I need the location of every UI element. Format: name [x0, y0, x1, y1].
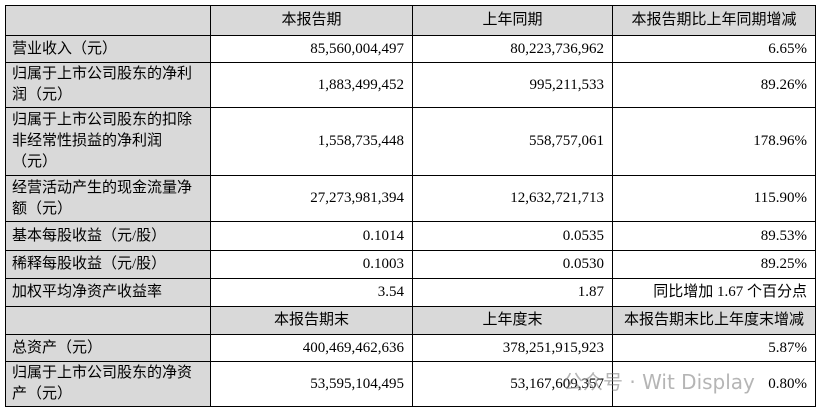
row-label: 营业收入（元）: [5, 35, 211, 63]
value-cell: 80,223,736,962: [412, 35, 613, 63]
value-cell: 12,632,721,713: [412, 175, 613, 222]
row-label: 基本每股收益（元/股）: [5, 221, 211, 251]
value-cell: 115.90%: [612, 175, 816, 222]
row-label: 加权平均净资产收益率: [5, 278, 211, 307]
value-cell: 378,251,915,923: [412, 334, 613, 362]
table-body: 本报告期 上年同期 本报告期比上年同期增减 营业收入（元） 85,560,004,497…: [5, 5, 816, 407]
value-cell: 995,211,533: [412, 62, 613, 108]
value-cell: 0.1003: [210, 250, 413, 279]
header-cell: [5, 5, 211, 36]
header-cell: 本报告期: [210, 5, 413, 36]
data-row: 加权平均净资产收益率 3.54 1.87 同比增加 1.67 个百分点: [5, 278, 816, 307]
row-label: 归属于上市公司股东的净资产（元）: [5, 361, 211, 407]
value-cell: 1,883,499,452: [210, 62, 413, 108]
value-cell: 89.25%: [612, 250, 816, 279]
value-cell: 3.54: [210, 278, 413, 307]
data-row: 经营活动产生的现金流量净额（元） 27,273,981,394 12,632,721…: [5, 175, 816, 222]
value-cell: 558,757,061: [412, 107, 613, 176]
header-cell: 本报告期末比上年度末增减: [612, 306, 816, 335]
value-cell: 53,167,609,357: [412, 361, 613, 407]
value-cell: 0.80%: [612, 361, 816, 407]
value-cell: 89.26%: [612, 62, 816, 108]
row-label: 经营活动产生的现金流量净额（元）: [5, 175, 211, 222]
row-label: 总资产（元）: [5, 334, 211, 362]
value-cell: 85,560,004,497: [210, 35, 413, 63]
header-row: 本报告期 上年同期 本报告期比上年同期增减: [5, 5, 816, 36]
data-row: 归属于上市公司股东的净利润（元） 1,883,499,452 995,211,533…: [5, 62, 816, 108]
header-cell: 本报告期比上年同期增减: [612, 5, 816, 36]
value-cell: 6.65%: [612, 35, 816, 63]
data-row: 稀释每股收益（元/股） 0.1003 0.0530 89.25%: [5, 250, 816, 279]
data-row: 归属于上市公司股东的扣除非经常性损益的净利润（元） 1,558,735,448 55…: [5, 107, 816, 176]
row-label: 稀释每股收益（元/股）: [5, 250, 211, 279]
financial-table: 本报告期 上年同期 本报告期比上年同期增减 营业收入（元） 85,560,004,497…: [5, 5, 816, 407]
value-cell: 178.96%: [612, 107, 816, 176]
value-cell: 53,595,104,495: [210, 361, 413, 407]
value-cell: 89.53%: [612, 221, 816, 251]
header-cell: 上年度末: [412, 306, 613, 335]
data-row: 营业收入（元） 85,560,004,497 80,223,736,962 6.65%: [5, 35, 816, 63]
value-cell: 5.87%: [612, 334, 816, 362]
value-cell: 0.0535: [412, 221, 613, 251]
value-cell: 同比增加 1.67 个百分点: [612, 278, 816, 307]
value-cell: 1.87: [412, 278, 613, 307]
data-row: 基本每股收益（元/股） 0.1014 0.0535 89.53%: [5, 221, 816, 251]
value-cell: 400,469,462,636: [210, 334, 413, 362]
row-label: 归属于上市公司股东的净利润（元）: [5, 62, 211, 108]
value-cell: 27,273,981,394: [210, 175, 413, 222]
value-cell: 0.0530: [412, 250, 613, 279]
data-row: 总资产（元） 400,469,462,636 378,251,915,923 5.87…: [5, 334, 816, 362]
value-cell: 1,558,735,448: [210, 107, 413, 176]
row-label: 归属于上市公司股东的扣除非经常性损益的净利润（元）: [5, 107, 211, 176]
header-cell: 本报告期末: [210, 306, 413, 335]
header-cell: 上年同期: [412, 5, 613, 36]
header-cell: [5, 306, 211, 335]
data-row: 归属于上市公司股东的净资产（元） 53,595,104,495 53,167,609…: [5, 361, 816, 407]
header-row: 本报告期末 上年度末 本报告期末比上年度末增减: [5, 306, 816, 335]
value-cell: 0.1014: [210, 221, 413, 251]
